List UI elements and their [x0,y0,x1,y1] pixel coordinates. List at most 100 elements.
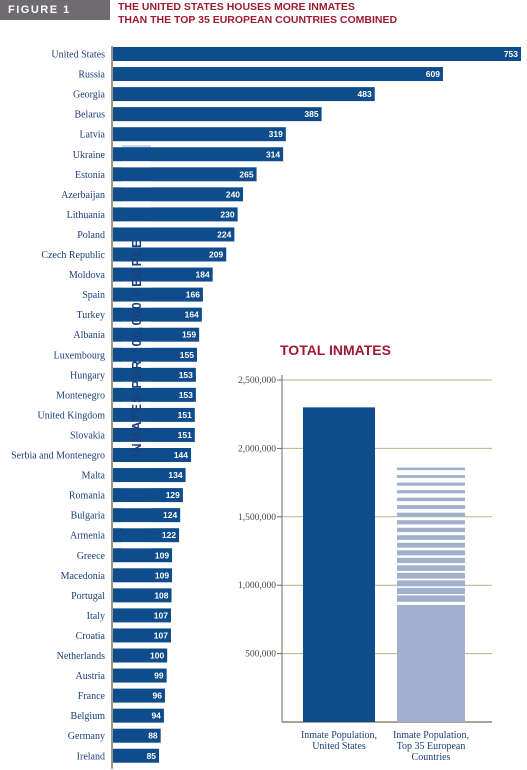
value-label: 151 [178,410,192,420]
band-gap [122,482,151,489]
bar-russia [113,67,443,82]
category-label: Greece [77,551,106,562]
bar-greece [113,548,173,563]
bar-montenegro [113,387,196,402]
value-label: 109 [155,570,169,580]
category-label: Austria [76,671,106,682]
inset-bar-united-states [303,407,375,722]
value-label: 159 [182,330,196,340]
inset-category-us-line1: Inmate Population, [301,730,377,741]
bar-france [113,688,166,703]
category-label: Czech Republic [41,250,105,261]
y-tick-label: 1,500,000 [238,513,276,523]
value-label: 151 [178,430,192,440]
value-label: 88 [148,731,158,741]
category-label: France [78,691,106,702]
inset-bar-europe-stripe [397,475,465,478]
value-label: 230 [220,209,234,219]
category-label: Luxembourg [54,350,105,361]
inset-bar-europe-stripe [397,535,465,540]
band-gap [122,361,151,368]
inset-bar-europe-stripe [397,557,465,564]
band-gap [122,441,151,448]
value-label: 122 [162,530,176,540]
y-tick-label: 1,000,000 [238,581,276,591]
bar-belgium [113,708,164,723]
category-label: Croatia [76,631,106,642]
category-label: Belgium [71,711,106,722]
inset-category-us-line2: United States [312,741,366,752]
value-label: 94 [151,711,161,721]
bar-ukraine [113,147,284,162]
band-gap [122,401,151,408]
figure-title-line-2: THAN THE TOP 35 EUROPEAN COUNTRIES COMBI… [118,14,398,26]
inset-title: TOTAL INMATES [280,342,391,358]
band-gap [122,522,151,529]
category-label: Azerbaijan [61,190,105,201]
value-label: 107 [154,630,168,640]
category-label: Ireland [77,751,105,762]
value-label: 265 [239,169,253,179]
category-label: Lithuania [67,210,106,221]
inset-category-eu-line2: Top 35 European [397,741,466,752]
inset-bar-europe-stripe [397,520,465,525]
value-label: 609 [426,69,440,79]
value-label: 166 [186,290,200,300]
inset-bar-europe-base [397,604,465,722]
inset-bar-europe-stripe [397,542,465,548]
bar-azerbaijan [113,187,244,202]
inset-bar-europe-stripe [397,527,465,533]
bar-united-states [113,47,521,61]
value-label: 224 [217,229,231,239]
bar-serbia-and-montenegro [113,448,192,462]
category-label: Montenegro [56,390,105,401]
category-label: Romania [69,491,106,502]
category-label: Ukraine [73,150,106,161]
bar-portugal [113,588,172,603]
value-label: 107 [154,610,168,620]
category-label: Serbia and Montenegro [11,451,105,462]
band-gap [122,421,151,428]
category-label: Armenia [70,531,106,542]
category-label: Albania [73,330,105,341]
bar-austria [113,668,167,683]
inset-bar-europe-stripe [397,572,465,579]
category-label: United States [51,50,105,61]
inset-bar-europe-stripe [397,587,465,595]
inset-bar-europe-stripe [397,505,465,509]
bar-hungary [113,367,196,382]
bar-belarus [113,107,322,122]
value-label: 153 [179,370,193,380]
band-gap [122,221,151,228]
band-gap [122,301,151,308]
value-label: 109 [155,550,169,560]
category-label: Malta [82,471,106,482]
band-gap [122,181,151,188]
category-label: Italy [87,611,105,622]
value-label: 483 [358,89,372,99]
value-label: 753 [504,49,518,59]
band-gap [122,281,151,288]
y-axis-title: INMATES PER 100,000 PEOPLE [130,238,144,457]
band-gap [122,341,151,348]
category-label: Hungary [70,370,105,381]
value-label: 96 [153,691,163,701]
category-label: Slovakia [70,430,106,441]
y-tick-label: 2,500,000 [238,376,276,386]
category-label: Macedonia [61,571,106,582]
inset-category-eu-line1: Inmate Population, [393,730,469,741]
category-label: Spain [82,290,105,301]
inset-bar-europe-stripe [397,482,465,486]
band-gap [122,542,151,549]
bar-romania [113,488,183,503]
value-label: 319 [269,129,283,139]
bar-croatia [113,628,171,643]
inset-bar-europe-stripe [397,580,465,587]
inset-bar-europe-stripe [397,467,465,471]
category-label: Bulgaria [71,511,106,522]
category-label: Portugal [71,591,105,602]
bar-germany [113,728,161,743]
value-label: 85 [147,751,157,761]
inset-bar-europe-stripe [397,497,465,502]
